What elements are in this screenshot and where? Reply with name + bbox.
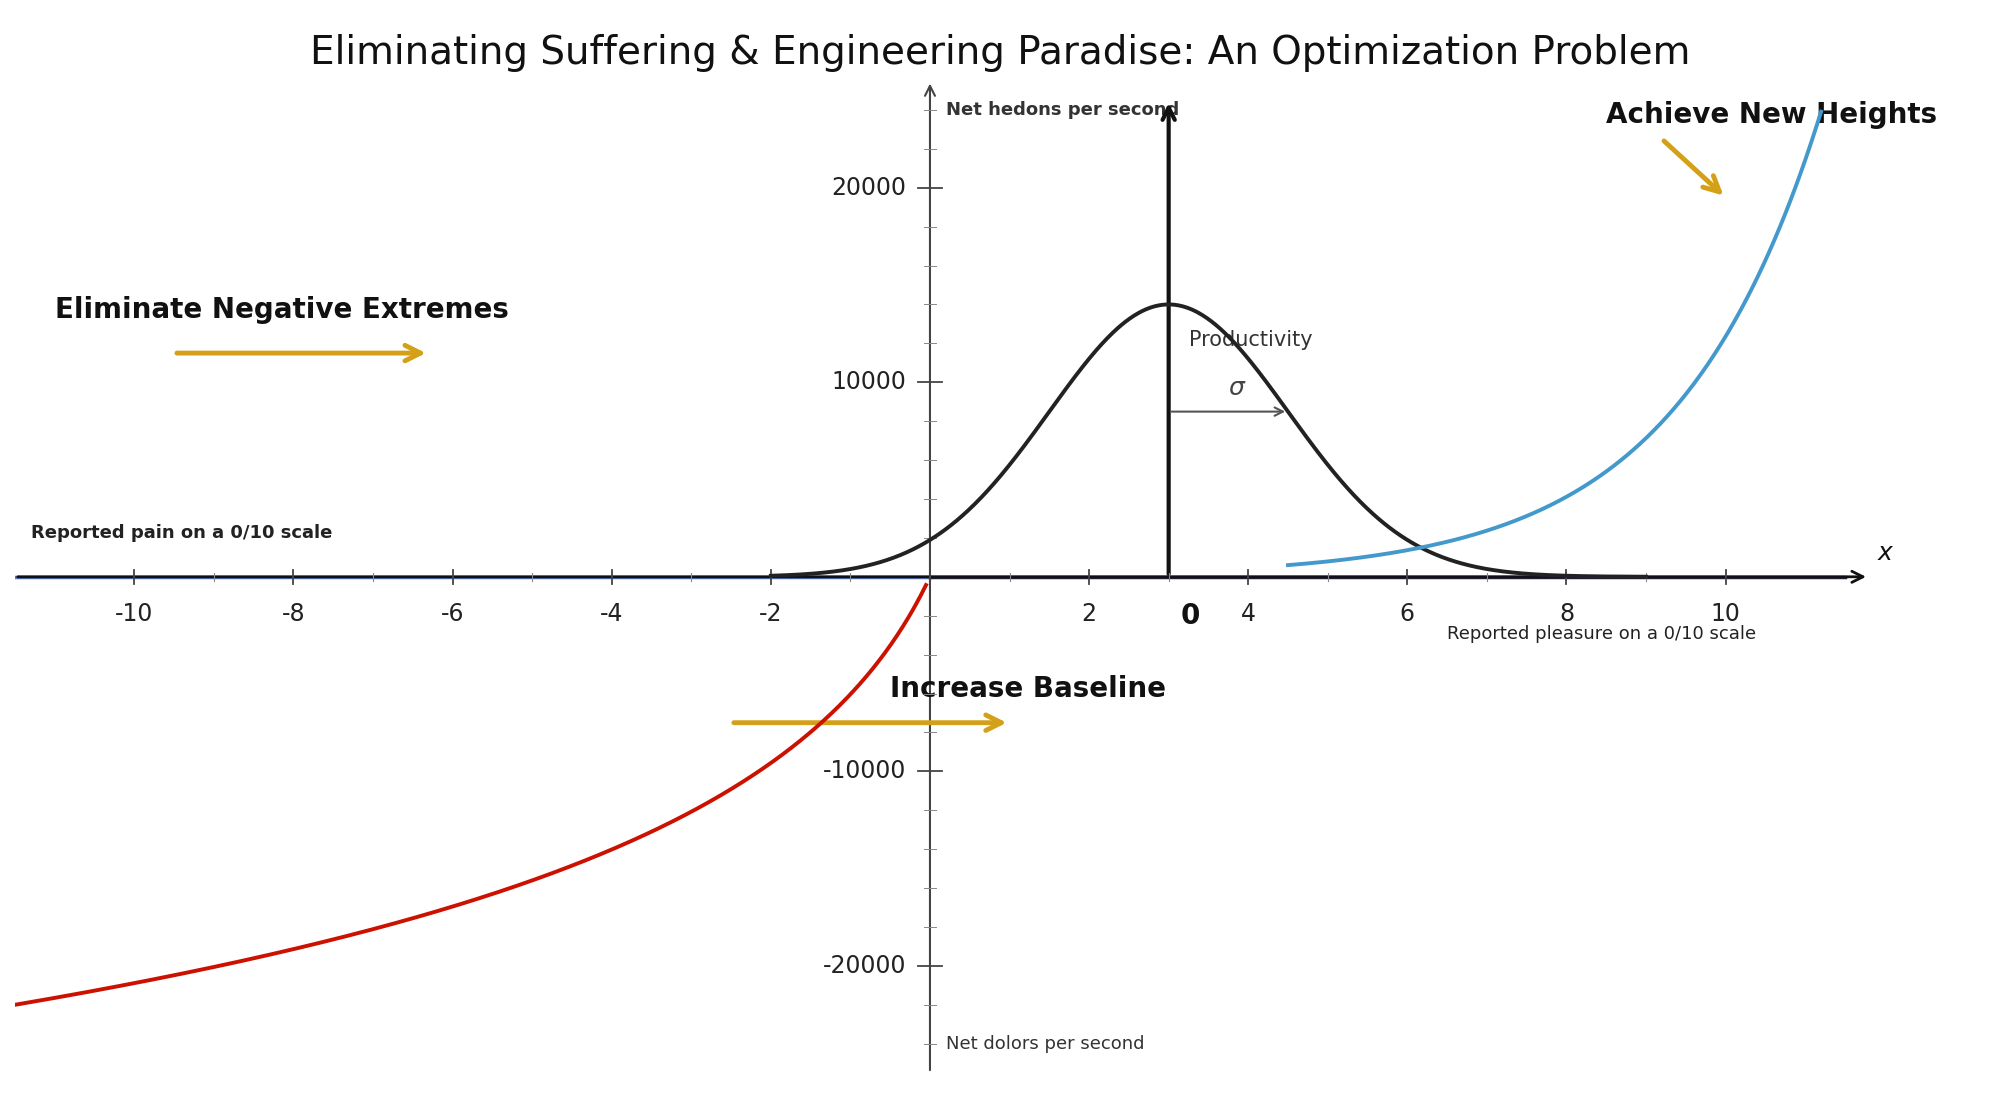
- Text: -4: -4: [600, 603, 624, 626]
- Text: Productivity: Productivity: [1188, 330, 1312, 349]
- Text: 2: 2: [1082, 603, 1096, 626]
- Text: Eliminate Negative Extremes: Eliminate Negative Extremes: [54, 296, 508, 324]
- Text: -20000: -20000: [822, 954, 906, 978]
- Text: -2: -2: [760, 603, 782, 626]
- Text: -10: -10: [116, 603, 154, 626]
- Text: Reported pleasure on a 0/10 scale: Reported pleasure on a 0/10 scale: [1448, 625, 1756, 643]
- Text: 4: 4: [1240, 603, 1256, 626]
- Text: -10000: -10000: [822, 759, 906, 783]
- Text: 10000: 10000: [832, 371, 906, 394]
- Text: x: x: [1878, 541, 1892, 566]
- Text: -8: -8: [282, 603, 306, 626]
- Text: Achieve New Heights: Achieve New Heights: [1606, 102, 1938, 130]
- Text: Net hedons per second: Net hedons per second: [946, 101, 1180, 119]
- Text: 8: 8: [1558, 603, 1574, 626]
- Text: Net dolors per second: Net dolors per second: [946, 1035, 1144, 1053]
- Text: Increase Baseline: Increase Baseline: [890, 675, 1166, 703]
- Text: 0: 0: [1180, 603, 1200, 631]
- Text: Reported pain on a 0/10 scale: Reported pain on a 0/10 scale: [30, 524, 332, 542]
- Text: 20000: 20000: [832, 176, 906, 199]
- Text: σ: σ: [1228, 376, 1244, 400]
- Text: Eliminating Suffering & Engineering Paradise: An Optimization Problem: Eliminating Suffering & Engineering Para…: [310, 34, 1690, 72]
- Text: -6: -6: [440, 603, 464, 626]
- Text: 10: 10: [1710, 603, 1740, 626]
- Text: 6: 6: [1400, 603, 1414, 626]
